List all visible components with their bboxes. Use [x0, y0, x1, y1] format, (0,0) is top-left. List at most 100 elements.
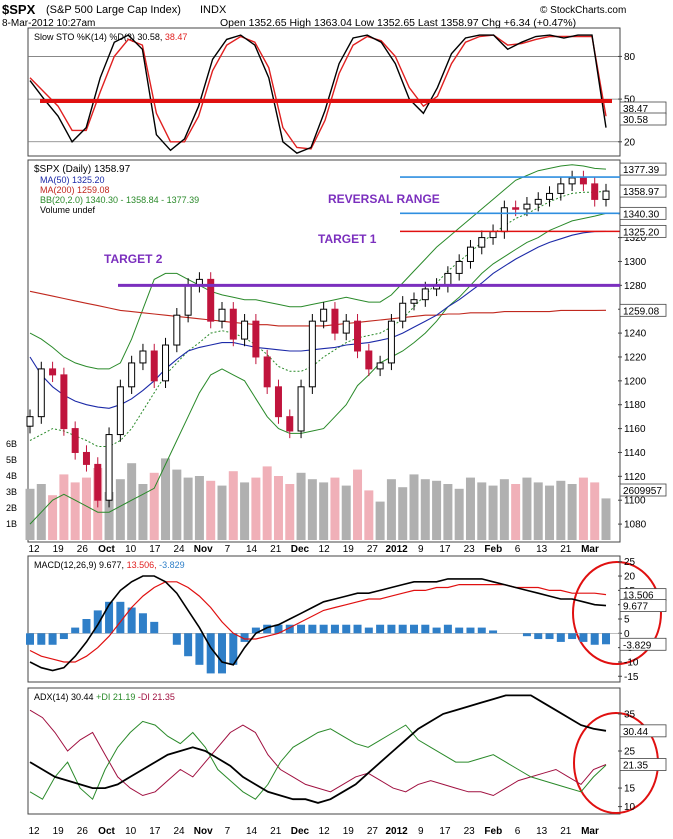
sto-axis-tick-label: 80 [624, 52, 636, 63]
price-axis-tick-label: 1100 [624, 496, 646, 507]
x-axis-label: 17 [439, 544, 451, 555]
adx-last-box-label: 30.44 [623, 727, 648, 738]
sto-d-last-box-label: 38.47 [623, 104, 648, 115]
candle-body [579, 177, 587, 185]
candle-body [263, 356, 271, 388]
volume-bar [420, 479, 430, 540]
volume-bar [161, 458, 171, 540]
sto-axis-tick-label: 50 [624, 95, 636, 106]
x-axis-label: 21 [270, 826, 282, 837]
volume-bar [285, 484, 295, 540]
macd-histogram-bar [308, 624, 317, 634]
macd-histogram-bar [251, 627, 260, 634]
candle-body [331, 308, 339, 334]
volume-bar [104, 492, 114, 540]
macd-axis-tick-label: -10 [624, 657, 639, 668]
macd-histogram-bar [489, 630, 498, 634]
sto-axis-tick-label: 20 [624, 137, 636, 148]
svg-text:MA(50) 1325.20: MA(50) 1325.20 [40, 175, 105, 185]
volume-bar [386, 479, 396, 540]
volume-bar [545, 485, 555, 540]
candle-body [26, 416, 34, 427]
macd-histogram-bar [579, 633, 588, 642]
candle-body [60, 374, 68, 430]
x-axis-label: Feb [484, 544, 502, 555]
sto-k-line [29, 34, 607, 155]
price-axis-tick-label: 1180 [624, 400, 646, 411]
x-axis-label: 14 [246, 826, 258, 837]
volume-bar [398, 487, 408, 540]
index-name: (S&P 500 Large Cap Index) [46, 4, 181, 16]
x-axis-label: 13 [536, 826, 548, 837]
minus-di-line [29, 709, 607, 797]
macd-histogram-bar [297, 624, 306, 634]
volume-bar [149, 472, 159, 540]
candle-body [466, 246, 474, 262]
candle-body [512, 207, 520, 210]
volume-bar [183, 477, 193, 540]
macd-histogram-bar [556, 633, 565, 642]
volume-tick-label: 6B [6, 439, 17, 449]
macd-histogram-bar [206, 633, 215, 674]
ma200-last-box [619, 303, 667, 317]
x-axis-label: Feb [484, 826, 502, 837]
volume-bar [443, 484, 453, 540]
volume-bar [375, 501, 385, 540]
x-axis-label: 13 [536, 544, 548, 555]
bb-upper-line [29, 164, 607, 370]
bb-lower-last-box [619, 206, 667, 220]
x-axis-label: 10 [125, 826, 137, 837]
candle-body [421, 288, 429, 301]
macd-histogram-bar [534, 633, 543, 640]
adx-axis-tick-label: 15 [624, 784, 636, 795]
candle-body [376, 362, 384, 370]
volume-bar [240, 482, 250, 540]
macd-histogram-bar [364, 627, 373, 634]
price-last-box [619, 184, 667, 198]
bb-lower-line [29, 212, 607, 525]
candle-body [387, 320, 395, 364]
macd-histogram-bar [522, 633, 531, 637]
candle-body [546, 192, 554, 200]
macd-histogram-bar [37, 633, 46, 645]
price-panel [27, 159, 621, 543]
macd-histogram-bar [432, 627, 441, 634]
x-axis-label: 12 [28, 826, 40, 837]
macd-signal-last-box-label: 13.506 [623, 591, 654, 602]
volume-bar [364, 490, 374, 540]
adx-axis-tick-label: 35 [624, 709, 636, 720]
x-axis-label: 19 [343, 544, 355, 555]
macd-histogram-bar [421, 624, 430, 634]
volume-bar [556, 480, 566, 540]
volume-tick-label: 5B [6, 455, 17, 465]
candle-body [286, 416, 294, 432]
volume-bar [48, 495, 58, 540]
volume-bar [319, 482, 329, 540]
candle-body [455, 260, 463, 274]
plus-di-line [29, 720, 607, 801]
bb-upper-last-box-label: 1377.39 [623, 165, 660, 176]
volume-bar [59, 474, 69, 540]
candle-body [602, 190, 610, 200]
macd-axis-tick-label: 0 [624, 629, 630, 640]
di-last-box-label: 21.35 [623, 761, 648, 772]
x-axis-label: 21 [560, 544, 572, 555]
volume-bar [454, 488, 464, 540]
candle-body [534, 198, 542, 205]
candle-body [150, 350, 158, 382]
macd-histogram-bar [263, 624, 272, 634]
macd-histogram-bar [568, 633, 577, 640]
adx-axis-tick-label: 25 [624, 747, 636, 758]
x-axis-label: Oct [98, 544, 115, 555]
x-axis-label: 9 [418, 544, 424, 555]
x-axis-label: 6 [515, 544, 521, 555]
x-axis-label: 12 [319, 826, 331, 837]
candle-body [162, 344, 170, 382]
watermark: © StockCharts.com [540, 5, 626, 16]
x-axis-label: Dec [291, 826, 310, 837]
macd-last-box [619, 599, 667, 613]
ma50-last-box [619, 224, 667, 238]
x-axis-label: 24 [173, 826, 185, 837]
